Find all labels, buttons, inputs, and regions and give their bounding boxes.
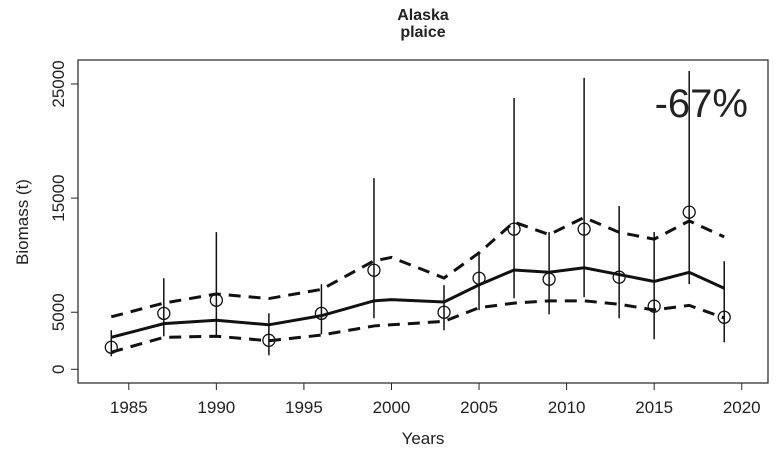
- y-axis-label: Biomass (t): [13, 179, 32, 265]
- annotation: -67%: [655, 82, 748, 126]
- y-tick-label: 0: [49, 365, 68, 374]
- point: [647, 299, 661, 313]
- point: [157, 306, 171, 321]
- x-axis-label: Years: [402, 429, 445, 448]
- point: [209, 293, 224, 307]
- x-tick-label: 2010: [548, 398, 586, 417]
- point: [577, 222, 591, 236]
- y-tick-label: 15000: [49, 174, 68, 221]
- x-tick-label: 1990: [197, 398, 235, 417]
- point: [612, 270, 626, 284]
- point: [682, 205, 696, 219]
- point: [104, 340, 118, 354]
- point: [717, 310, 731, 324]
- x-tick-label: 1995: [285, 398, 323, 417]
- point: [367, 263, 381, 277]
- chart-title: Alaska: [397, 7, 449, 24]
- confidence-line: [110, 215, 725, 319]
- point: [507, 222, 521, 236]
- y-tick-label: 25000: [49, 60, 68, 107]
- confidence-line: [110, 299, 725, 354]
- plot-frame: [77, 59, 769, 384]
- point: [262, 333, 276, 347]
- point: [472, 271, 486, 285]
- x-tick-label: 2000: [373, 398, 411, 417]
- y-tick-label: 5000: [49, 293, 68, 331]
- point: [314, 306, 329, 321]
- x-tick-label: 1985: [110, 398, 148, 417]
- x-tick-label: 2020: [723, 398, 761, 417]
- trend-line: [110, 266, 725, 339]
- point: [542, 272, 556, 286]
- x-tick-label: 2005: [460, 398, 498, 417]
- point: [437, 305, 451, 319]
- x-tick-label: 2015: [635, 398, 673, 417]
- chart-title: plaice: [400, 24, 445, 41]
